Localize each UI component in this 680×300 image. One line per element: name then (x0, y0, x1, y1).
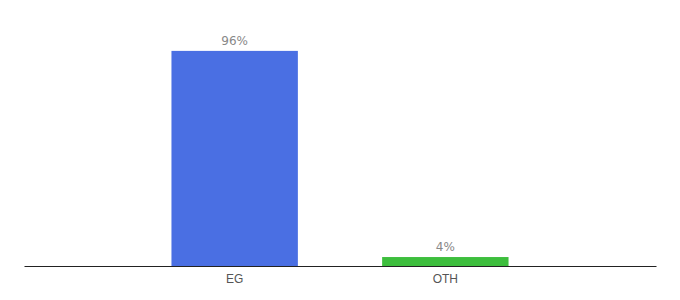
x-tick: OTH (433, 272, 458, 286)
bars (171, 51, 508, 266)
data-labels: 96% 4% (221, 34, 455, 254)
x-tick-label: EG (226, 272, 243, 286)
x-axis-line (25, 266, 657, 267)
plot-area: EG OTH 96% 4% (25, 34, 657, 286)
chart-container: EG OTH 96% 4% (0, 0, 680, 300)
bar (171, 51, 297, 266)
bar (382, 257, 508, 266)
chart-svg: EG OTH 96% 4% (0, 0, 680, 300)
x-tick-label: OTH (433, 272, 458, 286)
data-label: 4% (436, 240, 455, 254)
data-label: 96% (221, 34, 248, 48)
x-tick: EG (226, 272, 243, 286)
x-axis: EG OTH (25, 267, 657, 286)
